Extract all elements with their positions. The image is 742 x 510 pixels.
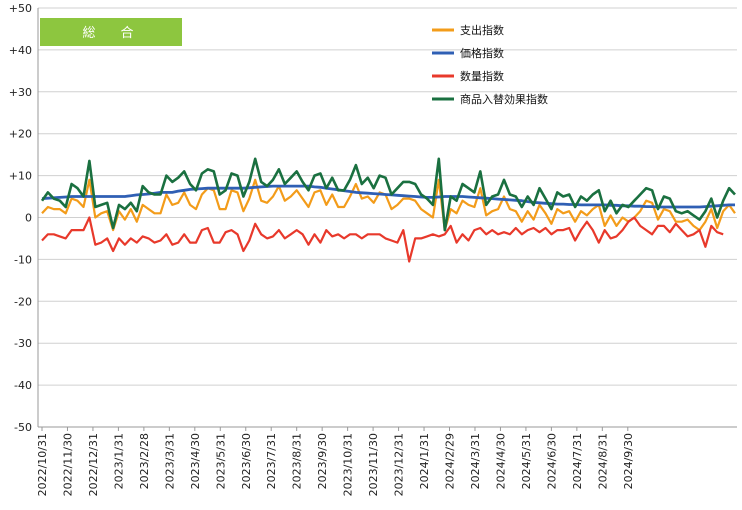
legend-item: 価格指数 [432, 46, 504, 60]
y-tick-label: +30 [9, 86, 32, 99]
series-line-0 [41, 178, 736, 232]
x-tick-label: 2022/12/31 [87, 433, 100, 496]
x-tick-label: 2024/7/31 [571, 433, 584, 489]
legend-label: 商品入替効果指数 [460, 92, 548, 106]
x-tick-label: 2022/11/30 [61, 433, 74, 496]
x-tick-label: 2024/8/31 [596, 433, 609, 489]
x-tick-label: 2024/2/29 [444, 433, 457, 489]
y-tick-label: -50 [14, 421, 32, 434]
x-axis: 2022/10/31 2022/11/30 2022/12/31 2023/1/31 2… [36, 427, 635, 496]
legend-label: 支出指数 [460, 23, 504, 37]
title-text: 総 合 [82, 26, 139, 41]
y-tick-label: -30 [14, 337, 32, 350]
x-tick-label: 2023/6/30 [240, 433, 253, 489]
x-tick-label: 2024/6/30 [545, 433, 558, 489]
x-tick-label: 2024/1/31 [418, 433, 431, 489]
chart-title: 総 合 [40, 18, 182, 46]
x-tick-label: 2023/11/30 [367, 433, 380, 496]
series-line-3 [40, 157, 736, 232]
x-tick-label: 2023/5/31 [214, 433, 227, 489]
x-tick-label: 2023/8/31 [291, 433, 304, 489]
x-tick-label: 2023/3/31 [163, 433, 176, 489]
legend-label: 数量指数 [460, 69, 504, 83]
x-tick-label: 2023/4/30 [189, 433, 202, 489]
legend-item: 商品入替効果指数 [432, 92, 548, 106]
legend-label: 価格指数 [460, 46, 504, 60]
y-tick-label: +20 [9, 128, 32, 141]
x-tick-label: 2024/9/30 [622, 433, 635, 489]
x-tick-label: 2023/1/31 [112, 433, 125, 489]
x-tick-label: 2023/9/30 [316, 433, 329, 489]
x-tick-label: 2023/7/31 [265, 433, 278, 489]
x-tick-label: 2023/12/31 [393, 433, 406, 496]
x-tick-label: 2024/5/31 [520, 433, 533, 489]
y-axis: +50 +40 +30 +20 +10 0 -10 -20 -30 -40 -50 [9, 2, 32, 434]
grid [37, 7, 737, 428]
y-tick-label: +40 [9, 44, 32, 57]
legend-item: 支出指数 [432, 23, 504, 37]
y-tick-label: 0 [25, 212, 32, 225]
x-tick-label: 2023/2/28 [138, 433, 151, 489]
x-tick-label: 2022/10/31 [36, 433, 49, 496]
y-tick-label: +10 [9, 170, 32, 183]
series-line-1 [41, 184, 735, 209]
y-tick-label: -20 [14, 295, 32, 308]
x-tick-label: 2023/10/31 [342, 433, 355, 496]
title-box [40, 18, 182, 46]
series-lines [40, 157, 736, 263]
series-line-2 [41, 216, 724, 263]
x-tick-label: 2024/3/31 [469, 433, 482, 489]
legend-item: 数量指数 [432, 69, 504, 83]
y-tick-label: +50 [9, 2, 32, 15]
x-tick-label: 2024/4/30 [494, 433, 507, 489]
y-tick-label: -40 [14, 379, 32, 392]
y-tick-label: -10 [14, 253, 32, 266]
